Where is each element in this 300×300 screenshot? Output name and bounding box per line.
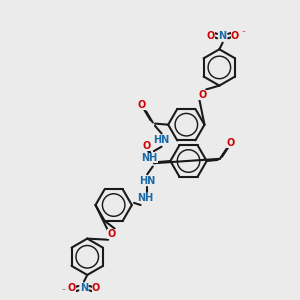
Text: HN: HN bbox=[153, 135, 170, 145]
Text: O: O bbox=[92, 283, 100, 293]
Text: O: O bbox=[231, 31, 239, 41]
Text: N: N bbox=[219, 31, 227, 41]
Text: N: N bbox=[80, 283, 88, 293]
Text: +: + bbox=[82, 287, 88, 293]
Text: HN: HN bbox=[139, 176, 155, 186]
Text: ⁻: ⁻ bbox=[242, 30, 245, 36]
Text: +: + bbox=[219, 31, 224, 37]
Text: NH: NH bbox=[141, 153, 158, 163]
Text: O: O bbox=[138, 100, 146, 110]
Text: NH: NH bbox=[137, 194, 153, 203]
Text: O: O bbox=[68, 283, 76, 293]
Text: O: O bbox=[206, 31, 215, 41]
Text: O: O bbox=[199, 90, 207, 100]
Text: ⁻: ⁻ bbox=[61, 289, 65, 295]
Text: O: O bbox=[227, 138, 235, 148]
Text: O: O bbox=[142, 141, 150, 151]
Text: O: O bbox=[107, 229, 116, 239]
